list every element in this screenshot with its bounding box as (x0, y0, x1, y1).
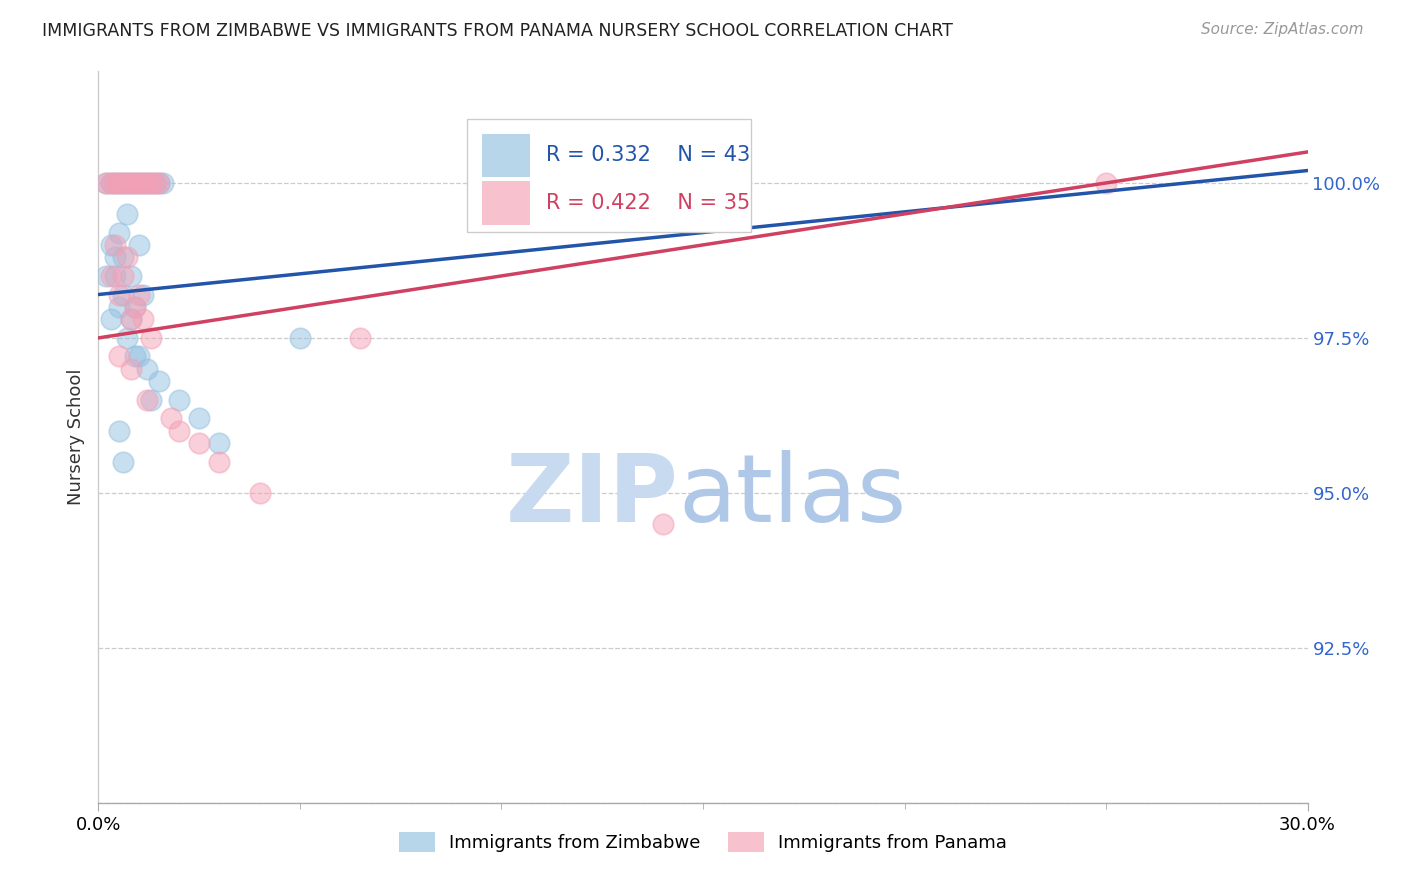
Point (115, 176, 138, 190)
Point (139, 176, 162, 190)
Y-axis label: Nursery School: Nursery School (66, 368, 84, 506)
Point (100, 238, 122, 252)
Point (128, 176, 150, 190)
Point (132, 312, 155, 326)
Point (115, 176, 138, 190)
Point (208, 455, 231, 469)
Point (135, 362, 157, 376)
Point (188, 436, 211, 450)
Point (651, 176, 673, 190)
Point (120, 176, 142, 190)
Point (107, 176, 129, 190)
Point (120, 268, 142, 283)
Point (111, 250, 134, 264)
Point (148, 374, 170, 388)
Point (100, 176, 122, 190)
Point (132, 176, 155, 190)
Point (148, 176, 170, 190)
Point (143, 176, 166, 190)
Point (349, 331, 371, 345)
Point (139, 331, 162, 345)
Point (107, 300, 129, 314)
Point (120, 312, 142, 326)
Point (143, 176, 166, 190)
Text: atlas: atlas (679, 450, 907, 541)
Point (120, 176, 142, 190)
FancyBboxPatch shape (482, 134, 530, 178)
Point (111, 176, 134, 190)
Point (96, 176, 118, 190)
Point (1095, 176, 1118, 190)
Point (124, 176, 146, 190)
Text: R = 0.332    N = 43: R = 0.332 N = 43 (546, 145, 749, 166)
Text: ZIP: ZIP (506, 450, 679, 541)
Point (120, 312, 142, 326)
Point (107, 424, 129, 438)
Point (208, 436, 231, 450)
Point (100, 312, 122, 326)
Point (132, 176, 155, 190)
Point (107, 350, 129, 364)
Point (115, 207, 138, 221)
Point (111, 268, 134, 283)
Point (135, 176, 157, 190)
Point (100, 176, 122, 190)
Point (135, 392, 157, 407)
Text: IMMIGRANTS FROM ZIMBABWE VS IMMIGRANTS FROM PANAMA NURSERY SCHOOL CORRELATION CH: IMMIGRANTS FROM ZIMBABWE VS IMMIGRANTS F… (42, 22, 953, 40)
Text: R = 0.422    N = 35: R = 0.422 N = 35 (546, 193, 749, 213)
FancyBboxPatch shape (467, 119, 751, 232)
Point (124, 300, 146, 314)
Point (124, 350, 146, 364)
Point (111, 176, 134, 190)
Point (103, 176, 125, 190)
Point (135, 176, 157, 190)
FancyBboxPatch shape (482, 181, 530, 225)
Point (152, 176, 174, 190)
Point (288, 331, 311, 345)
Point (103, 250, 125, 264)
Point (139, 392, 162, 407)
Point (111, 287, 134, 301)
Point (111, 455, 134, 469)
Point (107, 226, 129, 240)
Point (651, 516, 673, 531)
Point (124, 300, 146, 314)
Point (167, 424, 190, 438)
Point (100, 268, 122, 283)
Point (188, 411, 211, 425)
Point (160, 411, 183, 425)
Point (132, 287, 155, 301)
Point (167, 392, 190, 407)
Point (120, 362, 142, 376)
Point (128, 287, 150, 301)
Text: Source: ZipAtlas.com: Source: ZipAtlas.com (1201, 22, 1364, 37)
Point (103, 268, 125, 283)
Point (115, 331, 138, 345)
Point (139, 176, 162, 190)
Point (124, 176, 146, 190)
Legend: Immigrants from Zimbabwe, Immigrants from Panama: Immigrants from Zimbabwe, Immigrants fro… (391, 824, 1015, 860)
Point (128, 350, 150, 364)
Point (96, 268, 118, 283)
Point (96, 176, 118, 190)
Point (148, 176, 170, 190)
Point (128, 176, 150, 190)
Point (115, 250, 138, 264)
Point (103, 238, 125, 252)
Point (249, 486, 271, 500)
Point (107, 287, 129, 301)
Point (103, 176, 125, 190)
Point (128, 238, 150, 252)
Point (107, 176, 129, 190)
